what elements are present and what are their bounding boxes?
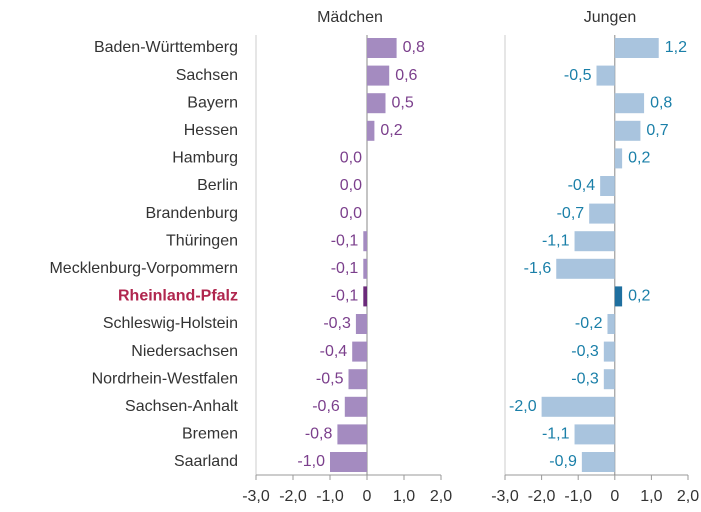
x-tick-label: 0 xyxy=(363,488,372,505)
panel-title: Mädchen xyxy=(317,9,383,26)
category-label: Hessen xyxy=(184,122,238,139)
value-label: -0,5 xyxy=(316,370,344,387)
value-label: -2,0 xyxy=(509,398,537,415)
bar xyxy=(614,93,645,114)
bar xyxy=(367,38,397,58)
x-tick-label: -3,0 xyxy=(242,488,270,505)
value-label: -0,8 xyxy=(305,426,333,443)
category-label: Bremen xyxy=(182,426,238,443)
value-label: -1,6 xyxy=(524,260,552,277)
value-label: 0,5 xyxy=(392,94,414,111)
bar xyxy=(541,396,615,417)
bar xyxy=(574,424,615,445)
value-label: -0,1 xyxy=(331,260,359,277)
value-label: -0,3 xyxy=(571,343,599,360)
x-tick-label: 2,0 xyxy=(677,488,699,505)
x-tick-label: -2,0 xyxy=(528,488,556,505)
category-label: Thüringen xyxy=(166,232,238,249)
value-label: -0,4 xyxy=(568,177,596,194)
category-label: Baden-Württemberg xyxy=(94,39,238,56)
value-label: 0,0 xyxy=(340,205,362,222)
category-label: Schleswig-Holstein xyxy=(103,315,238,332)
bar xyxy=(363,231,367,252)
value-label: 0,7 xyxy=(646,122,668,139)
value-label: -0,3 xyxy=(571,370,599,387)
category-label: Nordrhein-Westfalen xyxy=(92,370,238,387)
bar xyxy=(363,258,367,279)
bar xyxy=(589,203,615,224)
x-tick-label: -2,0 xyxy=(279,488,307,505)
bar xyxy=(614,286,623,307)
bar xyxy=(337,424,367,445)
category-label: Rheinland-Pfalz xyxy=(118,288,238,305)
x-tick-label: 1,0 xyxy=(640,488,662,505)
category-label: Mecklenburg-Vorpommern xyxy=(49,260,238,277)
category-label: Sachsen xyxy=(176,67,238,84)
x-tick-label: 0 xyxy=(610,488,619,505)
bar xyxy=(355,314,367,334)
bar xyxy=(344,396,367,417)
panel-title: Jungen xyxy=(584,9,637,26)
value-label: 1,2 xyxy=(665,39,687,56)
x-tick-label: -3,0 xyxy=(491,488,519,505)
bar xyxy=(614,148,623,169)
bar xyxy=(367,120,375,141)
value-label: 0,8 xyxy=(650,94,672,111)
bar xyxy=(603,369,615,390)
value-label: 0,6 xyxy=(395,67,417,84)
x-tick-label: -1,0 xyxy=(316,488,344,505)
bar xyxy=(574,231,615,252)
bar xyxy=(614,120,641,141)
value-label: -1,1 xyxy=(542,232,570,249)
value-label: -1,0 xyxy=(297,453,325,470)
category-label: Sachsen-Anhalt xyxy=(125,398,239,415)
value-label: -0,3 xyxy=(323,315,351,332)
value-label: -0,6 xyxy=(312,398,340,415)
category-label: Brandenburg xyxy=(145,205,238,222)
category-label: Niedersachsen xyxy=(131,343,238,360)
value-label: -0,1 xyxy=(331,232,359,249)
x-tick-label: 2,0 xyxy=(430,488,452,505)
value-label: 0,0 xyxy=(340,177,362,194)
category-label: Berlin xyxy=(197,177,238,194)
bar xyxy=(596,65,615,86)
x-tick-label: -1,0 xyxy=(564,488,592,505)
bar xyxy=(348,369,367,390)
value-label: -0,2 xyxy=(575,315,603,332)
x-tick-label: 1,0 xyxy=(393,488,415,505)
value-label: 0,2 xyxy=(380,122,402,139)
bar xyxy=(367,65,390,86)
value-label: -0,5 xyxy=(564,67,592,84)
value-label: 0,8 xyxy=(403,39,425,56)
bar xyxy=(352,341,367,362)
value-label: 0,2 xyxy=(628,288,650,305)
bar xyxy=(556,258,615,279)
value-label: -0,7 xyxy=(557,205,585,222)
bar xyxy=(600,176,615,196)
value-label: -0,9 xyxy=(549,453,577,470)
bar xyxy=(607,314,615,334)
bar xyxy=(367,93,386,114)
value-label: -0,1 xyxy=(331,288,359,305)
value-label: 0,0 xyxy=(340,150,362,167)
category-label: Hamburg xyxy=(172,150,238,167)
bar xyxy=(363,286,367,307)
value-label: 0,2 xyxy=(628,150,650,167)
bar xyxy=(330,452,367,472)
value-label: -1,1 xyxy=(542,426,570,443)
category-label: Bayern xyxy=(187,94,238,111)
bar xyxy=(614,38,659,58)
bar xyxy=(581,452,615,472)
category-label: Saarland xyxy=(174,453,238,470)
bar xyxy=(603,341,615,362)
value-label: -0,4 xyxy=(320,343,348,360)
